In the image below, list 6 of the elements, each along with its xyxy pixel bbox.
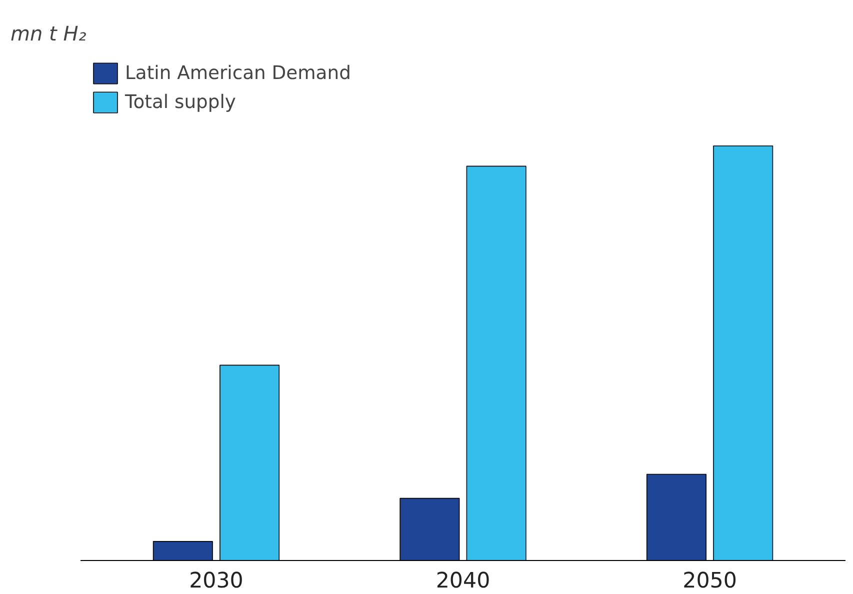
x-tick-label: 2050 [682,568,737,594]
legend-label: Total supply [125,92,236,112]
text: mn t H₂ [10,22,86,46]
x-tick-label: 2030 [189,568,244,594]
legend-label: Latin American Demand [125,62,351,84]
x-tick-label: 2040 [436,568,490,594]
